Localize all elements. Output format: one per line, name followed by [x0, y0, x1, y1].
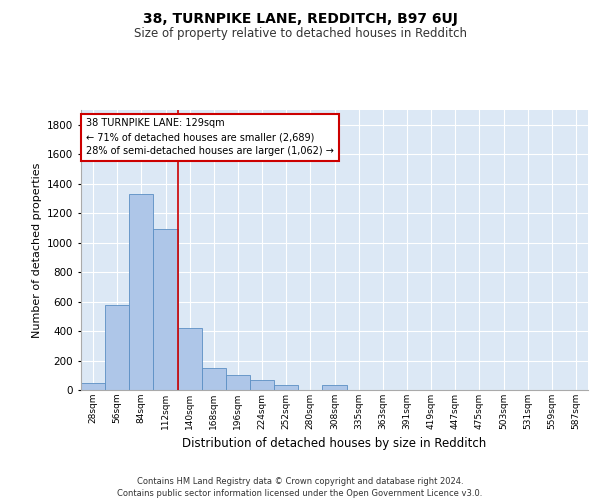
- Text: Size of property relative to detached houses in Redditch: Size of property relative to detached ho…: [133, 28, 467, 40]
- Bar: [250, 380, 274, 390]
- Bar: [105, 304, 129, 390]
- Text: 38 TURNPIKE LANE: 129sqm
← 71% of detached houses are smaller (2,689)
28% of sem: 38 TURNPIKE LANE: 129sqm ← 71% of detach…: [86, 118, 334, 156]
- X-axis label: Distribution of detached houses by size in Redditch: Distribution of detached houses by size …: [182, 438, 487, 450]
- Bar: [154, 230, 178, 390]
- Y-axis label: Number of detached properties: Number of detached properties: [32, 162, 41, 338]
- Text: Contains HM Land Registry data © Crown copyright and database right 2024.
Contai: Contains HM Land Registry data © Crown c…: [118, 476, 482, 498]
- Bar: [322, 385, 347, 390]
- Bar: [274, 385, 298, 390]
- Bar: [202, 368, 226, 390]
- Bar: [178, 328, 202, 390]
- Bar: [129, 194, 154, 390]
- Bar: [81, 382, 105, 390]
- Text: 38, TURNPIKE LANE, REDDITCH, B97 6UJ: 38, TURNPIKE LANE, REDDITCH, B97 6UJ: [143, 12, 457, 26]
- Bar: [226, 376, 250, 390]
